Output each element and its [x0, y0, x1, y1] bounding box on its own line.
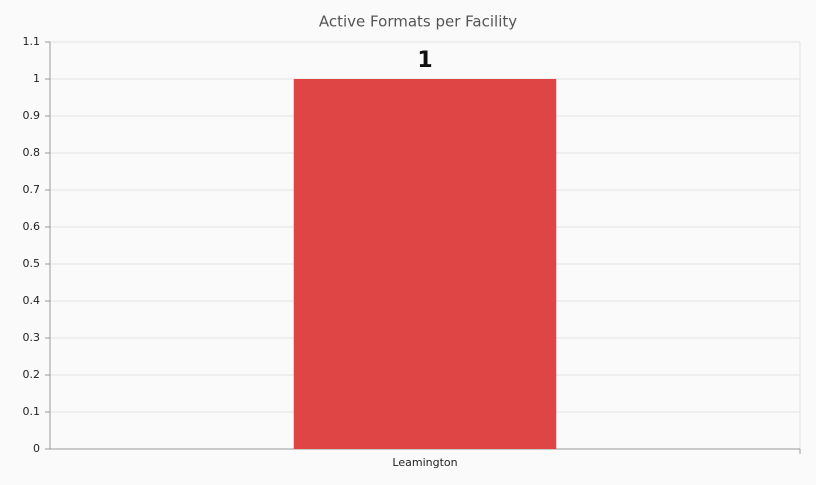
x-tick-label: Leamington — [392, 456, 457, 469]
y-tick-label: 0.5 — [23, 257, 41, 270]
y-tick-label: 1.1 — [23, 35, 41, 48]
y-tick-label: 1 — [33, 72, 40, 85]
y-tick-label: 0.8 — [23, 146, 41, 159]
y-tick-label: 0 — [33, 442, 40, 455]
y-tick-label: 0.1 — [23, 405, 41, 418]
y-tick-label: 0.6 — [23, 220, 41, 233]
bar — [293, 79, 557, 449]
y-tick-label: 0.4 — [23, 294, 41, 307]
y-tick-label: 0.2 — [23, 368, 41, 381]
data-label: 1 — [417, 48, 432, 73]
chart-title: Active Formats per Facility — [319, 13, 517, 31]
y-tick-label: 0.3 — [23, 331, 41, 344]
y-tick-label: 0.9 — [23, 109, 41, 122]
y-tick-label: 0.7 — [23, 183, 41, 196]
